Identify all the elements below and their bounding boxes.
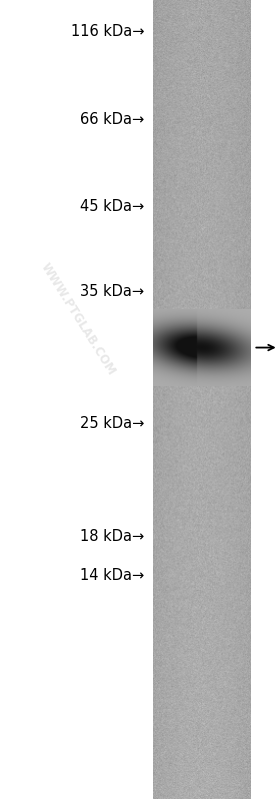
Text: 18 kDa→: 18 kDa→	[80, 530, 144, 544]
Text: 25 kDa→: 25 kDa→	[80, 416, 144, 431]
Text: 45 kDa→: 45 kDa→	[80, 199, 144, 213]
Text: 14 kDa→: 14 kDa→	[80, 568, 144, 582]
Text: 35 kDa→: 35 kDa→	[80, 284, 144, 299]
Text: 66 kDa→: 66 kDa→	[80, 113, 144, 127]
Text: WWW.PTGLAB.COM: WWW.PTGLAB.COM	[38, 261, 118, 378]
Text: 116 kDa→: 116 kDa→	[71, 25, 144, 39]
